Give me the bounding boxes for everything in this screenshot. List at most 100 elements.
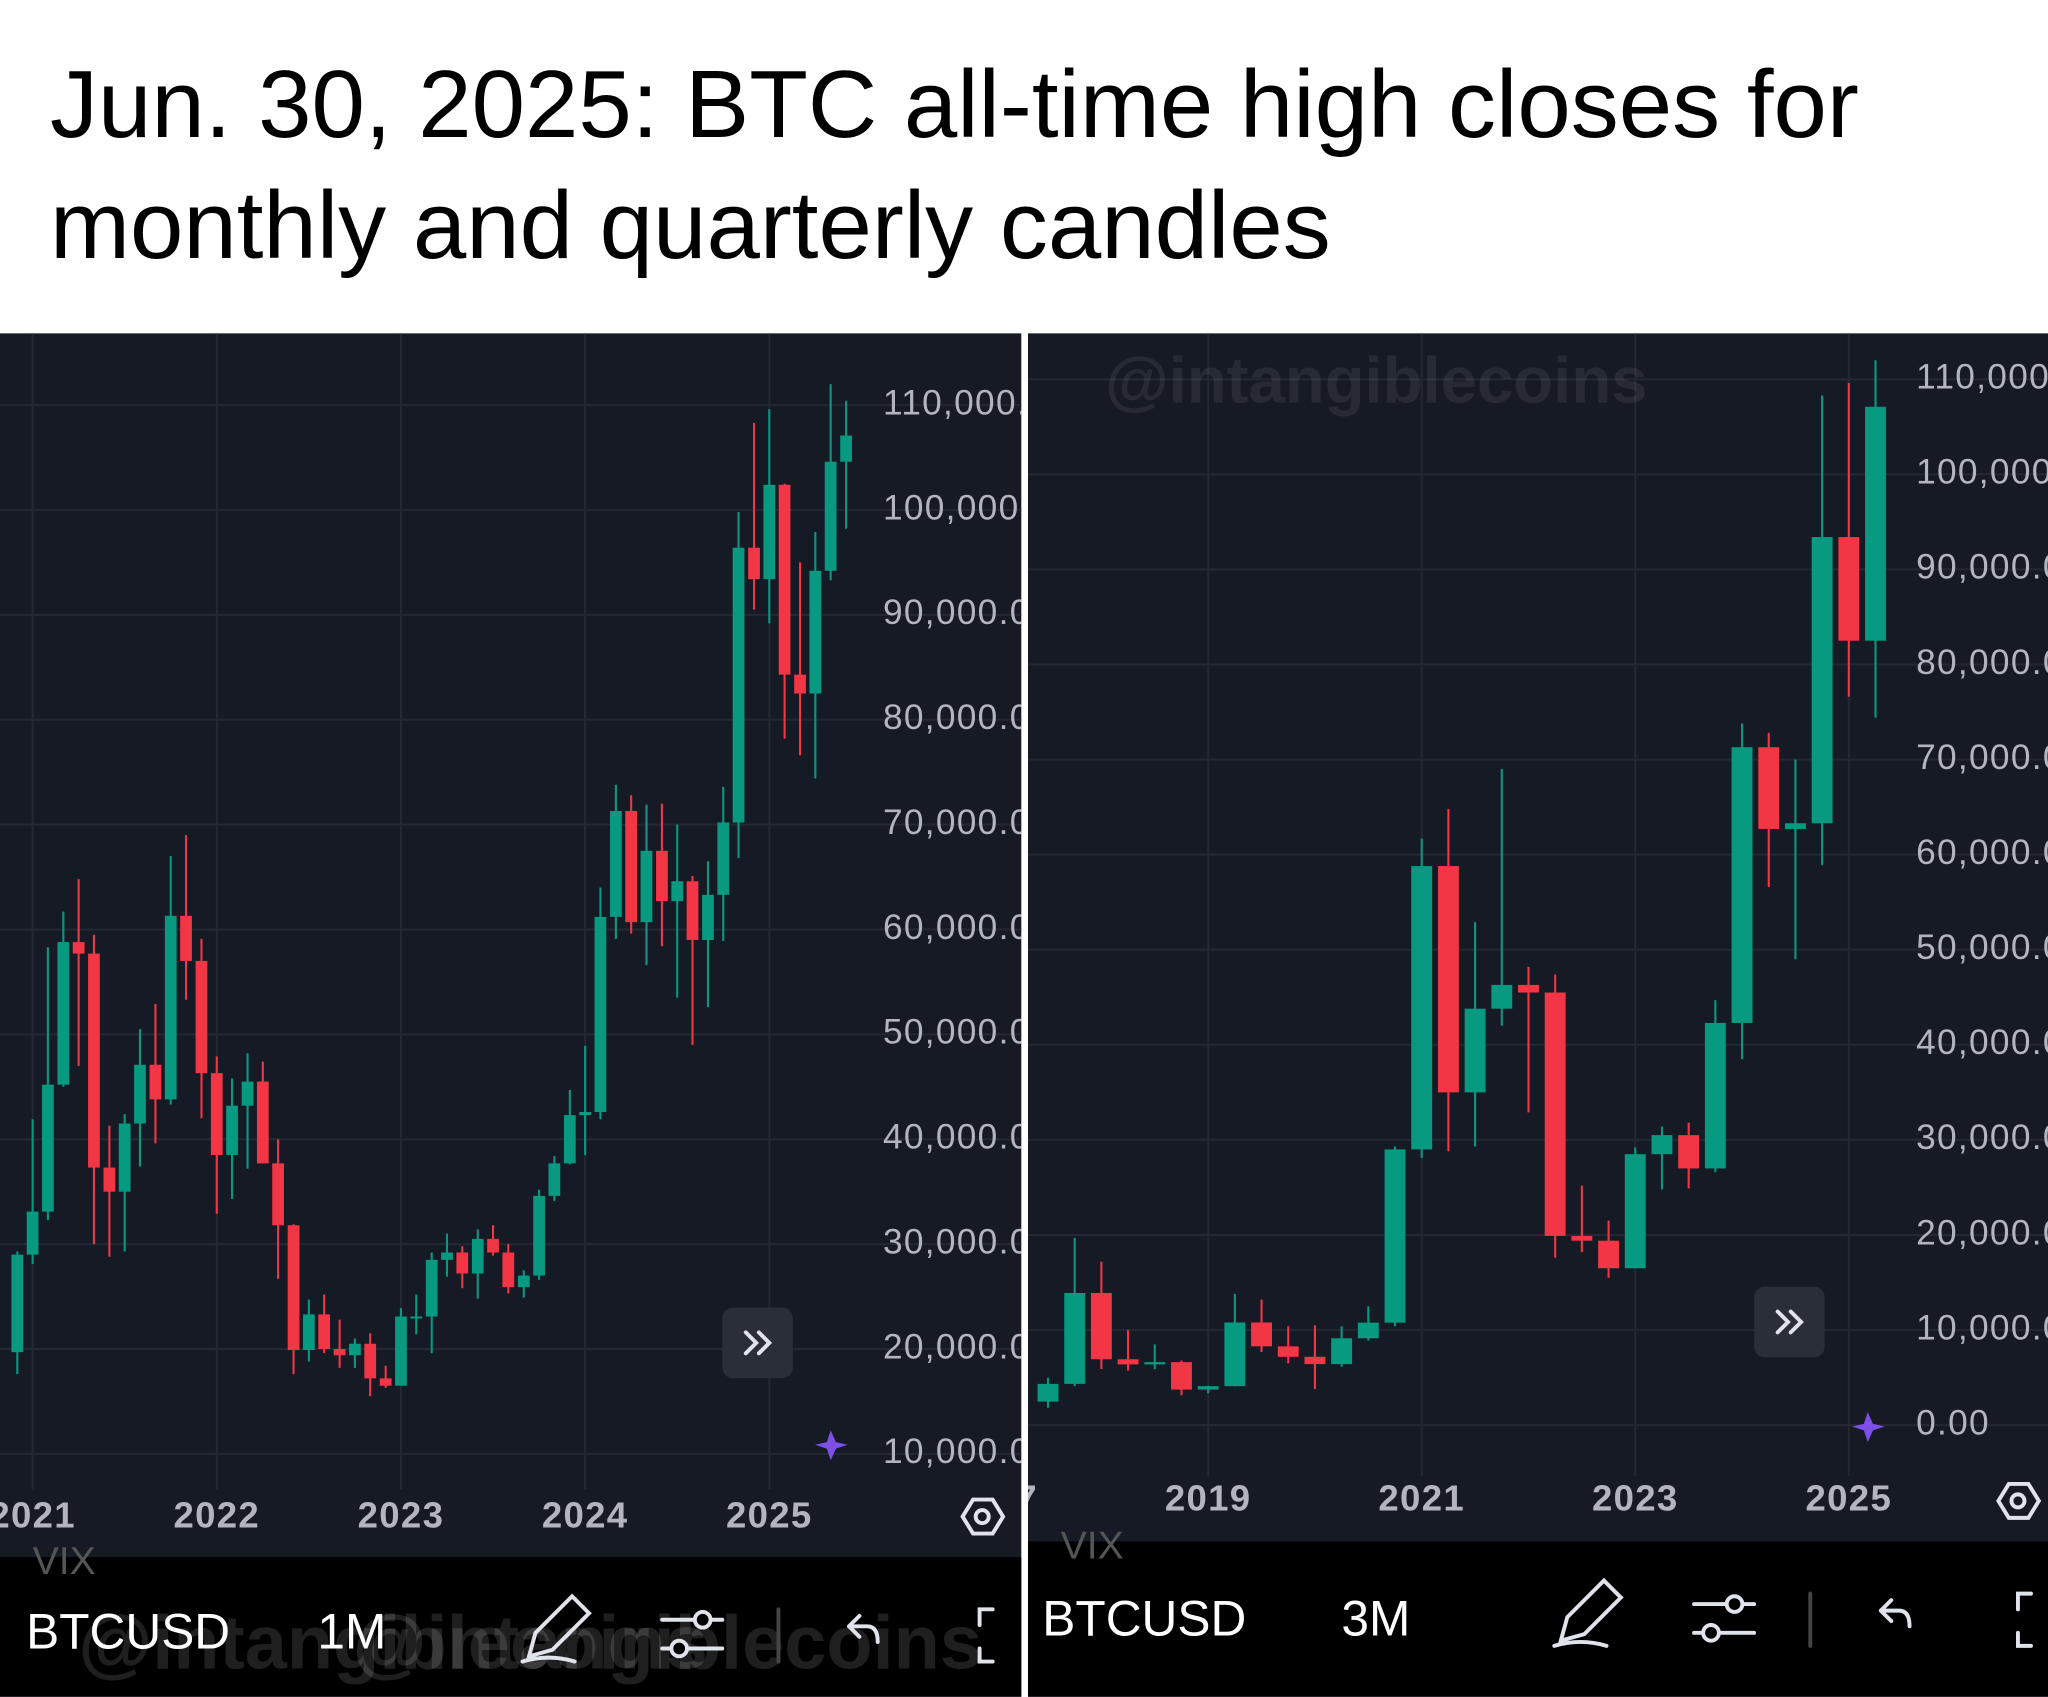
candle-body [763,484,776,580]
y-tick-label: 100,000.00 [1916,453,2048,492]
settings-icon[interactable] [960,1497,1006,1536]
knob [692,1609,713,1630]
settings-dot [2009,1492,2027,1510]
candle-body [118,1123,131,1192]
y-tick-label: 70,000.00 [883,803,1052,842]
candle-body [1277,1346,1299,1357]
symbol: BTCUSD [1042,1590,1246,1646]
candle-body [456,1252,469,1274]
candle-body [748,547,760,580]
candle-body [533,1195,545,1276]
candle-body [1678,1135,1700,1169]
y-tick-label: 40,000.00 [1916,1023,2048,1062]
knob [1701,1623,1721,1643]
fullscreen-icon[interactable] [977,1607,995,1664]
candle-body [1171,1362,1192,1390]
candle-body [809,570,822,694]
candle-body [610,810,622,917]
candle-body [256,1081,269,1164]
candle-body [88,953,100,1168]
x-tick-label: 2025 [726,1495,813,1536]
candle-body [349,1343,361,1356]
candle-body [1251,1322,1272,1347]
y-tick-label: 80,000.00 [1916,643,2048,682]
y-tick-label: 0.00 [1916,1403,1990,1442]
title: Jun. 30, 2025: BTC all-time high closes … [50,51,1859,279]
chevrons [1775,1309,1804,1335]
y-tick-label: 20,000.00 [883,1327,1052,1366]
candle-body [1838,537,1860,641]
candle-body [548,1163,561,1196]
y-tick-label: 60,000.00 [883,908,1052,947]
candle-body [1491,984,1513,1009]
watermark: @intangiblecoins [1105,344,1648,417]
panel-bg [0,333,1022,1697]
x-tick-label: 2021 [0,1495,76,1536]
y-tick-label: 10,000.00 [883,1432,1052,1471]
y-tick-label: 110,000.00 [1916,358,2048,397]
draw-icon[interactable] [520,1593,592,1664]
candle-body [1518,984,1539,993]
x-tick-label: 2025 [1806,1478,1893,1519]
y-tick-label: 50,000.00 [1916,928,2048,967]
x-tick-label: 2017 [951,1478,1038,1519]
candle-body [425,1259,438,1317]
candle-body [272,1163,284,1226]
y-tick-label: 50,000.00 [883,1013,1052,1052]
candle-body [42,1084,54,1212]
y-tick-label: 90,000.00 [1916,548,2048,587]
candle-body [778,484,791,675]
candle-body [625,810,638,923]
candle-body [579,1111,592,1116]
undo-icon[interactable] [847,1613,880,1644]
candle-body [1144,1362,1166,1365]
candle-body [57,942,70,1085]
candle-body [364,1343,377,1379]
knob [669,1638,689,1659]
candle-body [180,915,192,961]
draw-icon[interactable] [1552,1577,1624,1648]
candle-body [287,1225,300,1351]
x-tick-label: 2019 [1165,1478,1252,1519]
watermark: @intangiblecoins [78,1601,707,1686]
candle-body [732,547,745,823]
x-tick-label: 2024 [542,1495,629,1536]
candle-body [1064,1292,1086,1384]
y-tick-label: 30,000.00 [1916,1118,2048,1157]
candle-body [487,1238,499,1253]
candle-body [686,881,699,940]
candle-body [717,822,730,895]
settings-dot [973,1508,991,1526]
candle-body [640,850,653,923]
candle-body [1598,1240,1620,1269]
symbol: BTCUSD [26,1604,230,1660]
y-tick-label: 90,000.00 [883,593,1052,632]
interval: 1M [317,1604,386,1660]
assistant-icon[interactable] [815,1430,848,1461]
settings-icon[interactable] [1996,1481,2042,1520]
y-tick-label: 10,000.00 [1916,1308,2048,1347]
candle-body [824,461,837,571]
candle-body [302,1314,315,1351]
candle-body [226,1105,238,1155]
assistant-icon[interactable] [1852,1412,1885,1443]
y-tick-label: 20,000.00 [1916,1213,2048,1252]
candle-body [1037,1383,1059,1402]
candle-body [333,1348,346,1356]
fullscreen-icon[interactable] [2015,1591,2033,1648]
chevrons [743,1330,773,1356]
candle-body [1651,1135,1673,1155]
candle-body [1411,866,1433,1150]
undo-icon[interactable] [1878,1598,1912,1629]
candle-body [840,435,852,462]
candle-body [241,1081,254,1106]
candle-body [1331,1338,1353,1365]
y-tick-label: 80,000.00 [883,698,1052,737]
x-tick-label: 2022 [173,1495,260,1536]
candle-body [1865,406,1886,641]
icons [520,1286,2042,1664]
candle-body [11,1254,24,1353]
watermark: @intangiblecoins [353,1601,982,1686]
candle-body [149,1064,162,1100]
